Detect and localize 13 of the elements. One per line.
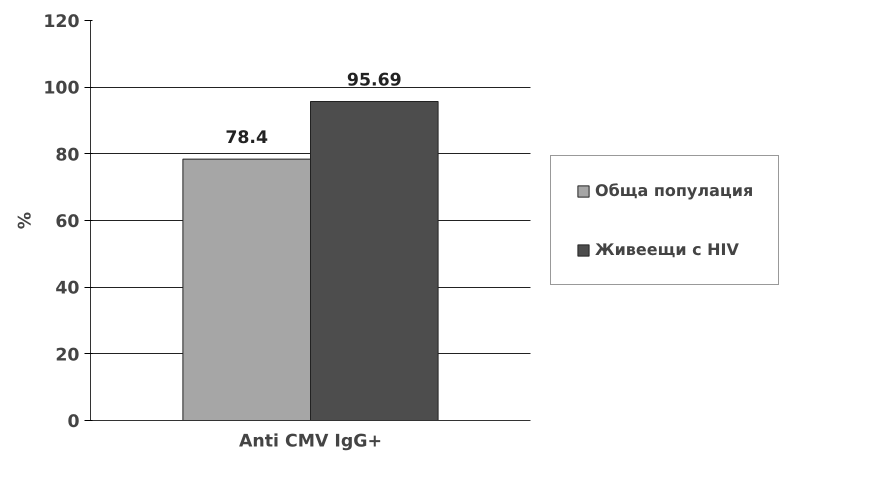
legend-label: Обща популация (595, 181, 754, 200)
data-label: 78.4 (225, 128, 268, 148)
data-label: 95.69 (346, 70, 402, 91)
y-tick-label: 20 (55, 345, 80, 366)
y-axis-title: % (15, 212, 36, 230)
y-tick-label: 120 (43, 12, 80, 32)
y-tick-label: 80 (55, 145, 80, 166)
y-tick-label: 100 (43, 78, 80, 99)
x-tick-label: Anti CMV IgG+ (239, 432, 382, 452)
legend-label: Живеещи с HIV (595, 240, 739, 259)
y-tick-label: 60 (55, 212, 80, 232)
y-tick-label: 0 (67, 412, 80, 432)
y-tick-label: 40 (55, 278, 80, 299)
